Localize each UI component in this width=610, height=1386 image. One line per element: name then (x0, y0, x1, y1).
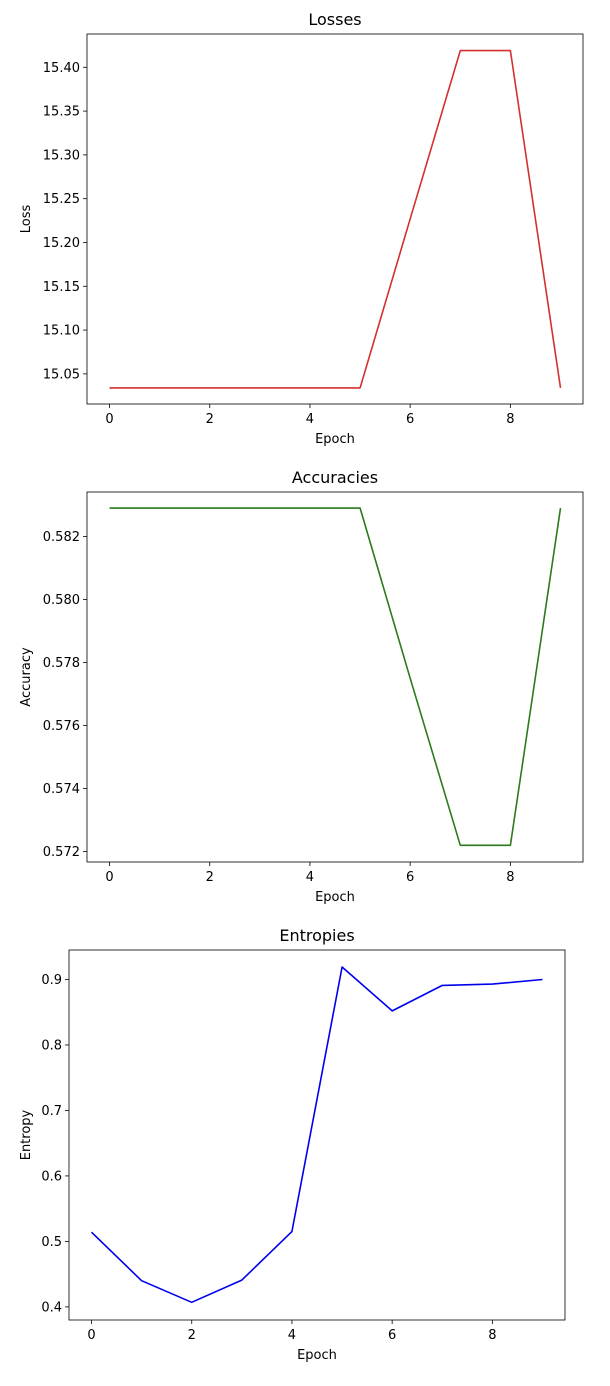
y-tick-label: 15.15 (43, 280, 80, 295)
chart-1: Accuracies 0 2 4 6 8 0.572 0.574 0.576 0.578 0.580… (19, 468, 584, 905)
plot-frame (86, 491, 584, 863)
x-tick-label: 4 (306, 870, 314, 885)
x-tick-label: 8 (506, 412, 514, 427)
y-tick-label: 15.20 (43, 236, 80, 251)
y-tick-label: 15.35 (43, 105, 80, 120)
y-axis-label: Accuracy (19, 647, 34, 707)
x-tick-label: 6 (406, 870, 414, 885)
chart-title: Accuracies (292, 468, 378, 487)
y-tick-label: 0.7 (41, 1104, 62, 1119)
x-axis-label: Epoch (315, 890, 355, 905)
y-tick-label: 15.40 (43, 61, 80, 76)
y-axis-label: Loss (19, 205, 34, 234)
series-line (109, 507, 562, 847)
x-tick-label: 8 (506, 870, 514, 885)
x-tick-label: 2 (206, 870, 214, 885)
x-tick-label: 0 (105, 870, 113, 885)
y-tick-label: 15.10 (43, 324, 80, 339)
y-tick-label: 0.6 (41, 1169, 62, 1184)
series-line (109, 49, 562, 389)
y-tick-label: 0.578 (43, 656, 80, 671)
chart-title: Entropies (279, 926, 354, 945)
y-tick-label: 15.05 (43, 367, 80, 382)
y-tick-label: 0.574 (43, 782, 80, 797)
x-tick-label: 6 (388, 1328, 396, 1343)
plot-frame (68, 949, 566, 1321)
y-axis-label: Entropy (19, 1109, 34, 1160)
x-tick-label: 2 (188, 1328, 196, 1343)
y-tick-label: 0.8 (41, 1038, 62, 1053)
x-axis-label: Epoch (315, 432, 355, 447)
chart-title: Losses (308, 10, 361, 29)
series-line (90, 966, 543, 1304)
x-tick-label: 2 (206, 412, 214, 427)
y-tick-label: 0.580 (43, 593, 80, 608)
chart-2: Entropies 0 2 4 6 8 0.4 0.5 0.6 0.7 0.8 0.9 Epoch Ent… (19, 926, 566, 1363)
x-tick-label: 0 (87, 1328, 95, 1343)
chart-0: Losses 0 2 4 6 8 15.05 15.10 15.15 15.20 15.25 15.3… (19, 10, 584, 447)
y-tick-label: 0.5 (41, 1235, 62, 1250)
plot-frame (86, 33, 584, 405)
x-tick-label: 4 (306, 412, 314, 427)
y-tick-label: 15.30 (43, 148, 80, 163)
y-tick-label: 0.4 (41, 1300, 62, 1315)
x-tick-label: 6 (406, 412, 414, 427)
y-tick-label: 0.582 (43, 530, 80, 545)
y-tick-label: 0.9 (41, 973, 62, 988)
y-tick-label: 0.576 (43, 719, 80, 734)
y-tick-label: 0.572 (43, 845, 80, 860)
x-tick-label: 4 (288, 1328, 296, 1343)
x-tick-label: 8 (488, 1328, 496, 1343)
x-tick-label: 0 (105, 412, 113, 427)
y-tick-label: 15.25 (43, 192, 80, 207)
x-axis-label: Epoch (297, 1348, 337, 1363)
